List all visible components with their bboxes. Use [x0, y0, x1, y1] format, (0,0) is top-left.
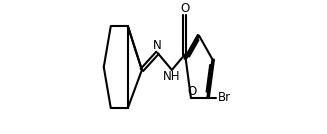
Text: O: O — [180, 2, 189, 15]
Text: Br: Br — [217, 91, 231, 104]
Text: NH: NH — [163, 70, 180, 83]
Text: N: N — [153, 39, 162, 52]
Text: O: O — [187, 85, 196, 98]
